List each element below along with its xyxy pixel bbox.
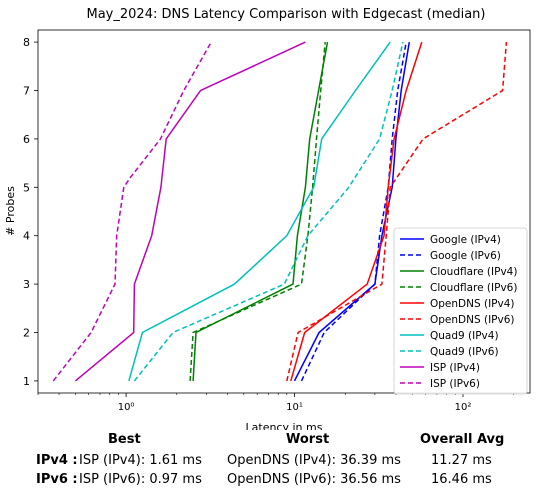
- y-tick-label: 3: [23, 278, 30, 291]
- ipv6-worst: OpenDNS (IPv6): 36.56 ms: [227, 472, 401, 487]
- chart-title: May_2024: DNS Latency Comparison with Ed…: [87, 7, 486, 22]
- ipv4-row-label: IPv4 :: [36, 453, 78, 468]
- series-line-opendns-ipv6: [286, 42, 508, 382]
- legend-box: [393, 227, 528, 395]
- y-tick-label: 6: [23, 133, 30, 146]
- y-tick-label: 7: [23, 85, 30, 98]
- legend: Google (IPv4) Google (IPv6) Cloudflare (IP…: [393, 227, 528, 395]
- legend-label: Cloudflare (IPv6): [430, 282, 517, 294]
- series-line-isp-ipv4: [74, 41, 306, 382]
- series-line-google-ipv4: [293, 41, 411, 382]
- latency-chart: May_2024: DNS Latency Comparison with Ed…: [4, 7, 531, 430]
- series-line-isp-ipv6: [52, 41, 212, 382]
- series-line-opendns-ipv4: [290, 41, 423, 382]
- ipv6-best: ISP (IPv6): 0.97 ms: [79, 472, 202, 487]
- legend-label: Google (IPv4): [430, 234, 501, 246]
- overall-avg-header: Overall Avg: [420, 432, 505, 447]
- legend-label: Cloudflare (IPv4): [430, 266, 517, 278]
- x-tick-label: 10¹: [286, 402, 303, 413]
- y-tick-label: 5: [23, 181, 30, 194]
- y-tick-label: 8: [23, 36, 30, 49]
- series-line-cloudflare-ipv4: [192, 41, 329, 381]
- series-line-cloudflare-ipv6: [189, 42, 326, 381]
- y-axis-label: # Probes: [4, 186, 17, 236]
- worst-header: Worst: [286, 432, 330, 447]
- series-line-google-ipv6: [300, 41, 407, 382]
- best-header: Best: [108, 432, 141, 447]
- legend-label: OpenDNS (IPv4): [430, 298, 515, 310]
- x-tick-label: 10²: [455, 402, 472, 413]
- series-line-quad9-ipv6: [133, 41, 404, 382]
- ipv4-best: ISP (IPv4): 1.61 ms: [79, 453, 202, 468]
- ipv6-row-label: IPv6 :: [36, 472, 78, 487]
- ipv4-worst: OpenDNS (IPv4): 36.39 ms: [227, 453, 401, 468]
- legend-label: Quad9 (IPv6): [430, 346, 499, 358]
- y-tick-label: 1: [23, 375, 30, 388]
- ipv4-avg: 11.27 ms: [431, 453, 492, 468]
- x-axis-label: Latency in ms: [246, 421, 323, 430]
- legend-label: Google (IPv6): [430, 250, 501, 262]
- ipv6-avg: 16.46 ms: [431, 472, 492, 487]
- y-tick-label: 4: [23, 230, 30, 243]
- legend-label: Quad9 (IPv4): [430, 330, 499, 342]
- series-line-quad9-ipv4: [128, 41, 391, 382]
- plot-area: [37, 29, 531, 394]
- x-tick-label: 10⁰: [118, 402, 135, 413]
- legend-label: OpenDNS (IPv6): [430, 314, 515, 326]
- y-tick-label: 2: [23, 327, 30, 340]
- legend-label: ISP (IPv4): [430, 362, 480, 374]
- legend-label: ISP (IPv6): [430, 378, 480, 390]
